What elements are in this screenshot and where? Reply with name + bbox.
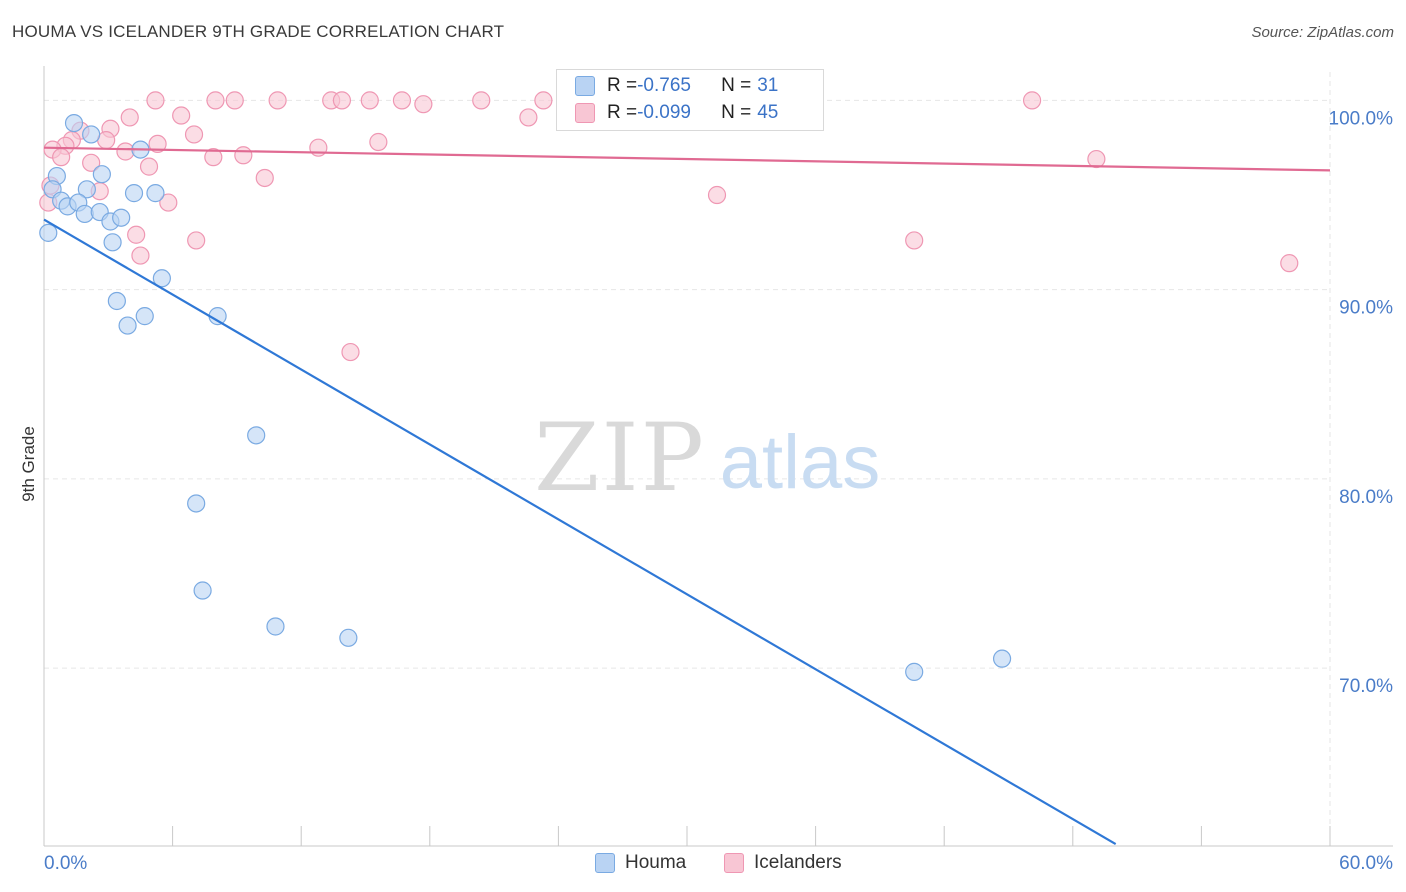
icelanders-point: [127, 225, 146, 244]
icelanders-point: [172, 106, 191, 125]
icelanders-point: [234, 146, 253, 165]
y-tick-label: 90.0%: [1339, 298, 1393, 319]
houma-point: [107, 291, 126, 311]
houma-point: [266, 617, 285, 636]
r-value: -0.099: [637, 102, 691, 123]
houma-point: [39, 223, 58, 242]
y-tick-label: 100.0%: [1329, 108, 1394, 129]
icelanders-point: [414, 95, 433, 114]
y-tick-label: 70.0%: [1339, 676, 1393, 697]
houma-swatch: [575, 76, 595, 96]
houma-point: [92, 165, 111, 184]
icelanders-point: [187, 231, 206, 250]
icelanders-point: [206, 91, 225, 110]
icelanders-point: [905, 231, 924, 250]
houma-point: [135, 307, 154, 326]
icelanders-point: [472, 91, 491, 110]
source-label: Source: ZipAtlas.com: [1251, 24, 1394, 41]
icelanders-point: [1022, 91, 1042, 110]
icelanders-point: [392, 91, 412, 110]
houma-point: [75, 204, 94, 224]
n-label: N =: [721, 75, 752, 96]
houma-point: [146, 184, 165, 203]
y-tick-label: 80.0%: [1339, 487, 1393, 508]
houma-point: [905, 662, 924, 681]
houma-point: [112, 208, 131, 227]
houma-point: [152, 269, 171, 288]
watermark: ZIP atlas: [534, 404, 880, 513]
icelanders-point: [148, 134, 167, 154]
icelanders-point: [369, 132, 388, 152]
houma-point: [193, 581, 212, 600]
legend-row-icelanders: R = -0.099 N = 45: [575, 102, 778, 124]
icelanders-point: [341, 342, 360, 362]
houma-point: [992, 649, 1012, 668]
houma-point: [64, 113, 84, 133]
n-value: 31: [757, 75, 779, 96]
icelanders-point: [225, 91, 244, 110]
icelanders-point: [332, 91, 352, 110]
icelanders-point: [255, 168, 274, 188]
r-value: -0.765: [637, 75, 691, 96]
icelanders-point: [1087, 149, 1106, 169]
watermark-zip: ZIP: [534, 404, 706, 513]
watermark-atlas: atlas: [720, 420, 881, 505]
x-tick-label: 60.0%: [1339, 853, 1393, 874]
icelanders-point: [707, 185, 727, 205]
legend-label-icelanders: Icelanders: [754, 852, 842, 873]
icelanders-point: [82, 153, 101, 172]
icelanders-point: [268, 91, 287, 110]
icelanders-trend-line: [43, 146, 1331, 172]
r-label: R =: [607, 102, 638, 123]
houma-point: [247, 426, 266, 445]
chart-title: HOUMA VS ICELANDER 9TH GRADE CORRELATION…: [12, 22, 505, 41]
icelanders-swatch: [575, 103, 595, 123]
icelanders-point: [120, 108, 139, 127]
icelanders-point: [360, 91, 379, 110]
icelanders-point: [534, 91, 553, 110]
axes: [43, 66, 1393, 847]
icelanders-point: [159, 193, 178, 212]
icelanders-point: [116, 142, 135, 161]
legend-item-icelanders[interactable]: Icelanders: [724, 852, 842, 874]
icelanders-point: [139, 157, 159, 176]
icelanders-point: [519, 108, 538, 127]
houma-swatch: [595, 853, 615, 873]
houma-point: [124, 184, 144, 203]
y-axis-label: 9th Grade: [19, 426, 38, 502]
x-tick-label: 0.0%: [44, 853, 87, 874]
houma-point: [103, 233, 122, 252]
houma-point: [82, 125, 101, 144]
series-legend: Houma Icelanders: [0, 852, 1406, 878]
r-label: R =: [607, 75, 638, 96]
houma-trend-line: [43, 218, 1117, 846]
legend-item-houma[interactable]: Houma: [595, 852, 686, 874]
icelanders-point: [131, 246, 150, 265]
houma-point: [339, 628, 358, 647]
tick-labels: 100.0% 90.0% 80.0% 70.0% 0.0% 60.0%: [44, 108, 1393, 874]
icelanders-point: [146, 91, 165, 110]
houma-point: [187, 494, 206, 513]
icelanders-point: [52, 148, 71, 167]
correlation-legend: R = -0.765 N = 31 R = -0.099 N = 45: [556, 69, 824, 131]
data-points: [39, 91, 1299, 681]
trend-lines: [43, 146, 1331, 846]
n-label: N =: [721, 102, 752, 123]
legend-label-houma: Houma: [625, 852, 687, 873]
houma-point: [77, 180, 96, 199]
icelanders-point: [184, 125, 204, 144]
icelanders-swatch: [724, 853, 744, 873]
houma-point: [118, 316, 137, 335]
icelanders-point: [1280, 254, 1299, 273]
icelanders-point: [204, 148, 223, 167]
n-value: 45: [757, 102, 779, 123]
legend-row-houma: R = -0.765 N = 31: [575, 75, 778, 97]
